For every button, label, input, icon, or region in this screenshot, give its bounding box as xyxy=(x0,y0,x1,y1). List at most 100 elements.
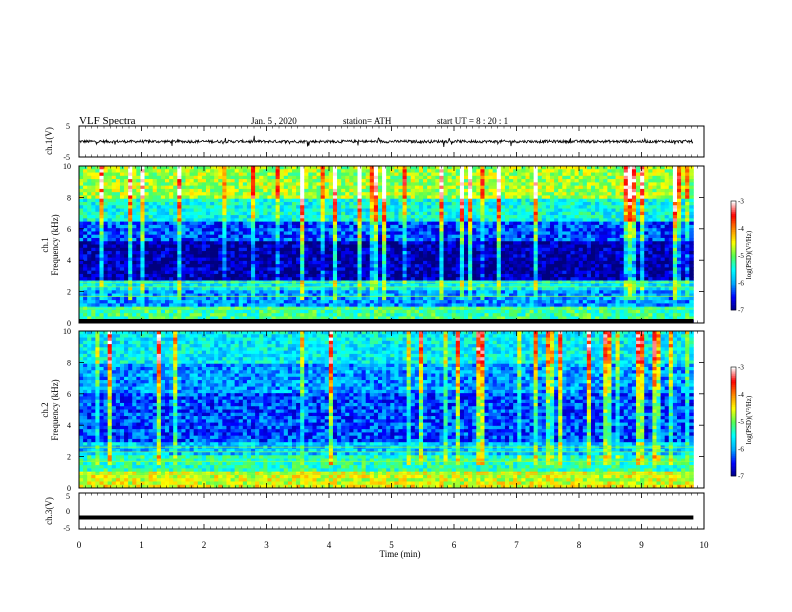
spectrogram-cell xyxy=(304,185,309,190)
spectrogram-cell xyxy=(369,169,375,173)
spectrogram-cell xyxy=(259,224,264,229)
spectrogram-cell xyxy=(177,175,182,180)
spectrogram-cell xyxy=(205,241,211,245)
spectrogram-cell xyxy=(234,198,240,203)
spectrogram-cell xyxy=(246,188,252,193)
spectrogram-cell xyxy=(201,192,207,196)
spectrogram-cell xyxy=(464,218,469,222)
spectrogram-cell xyxy=(230,169,236,173)
spectrogram-cell xyxy=(210,303,215,308)
spectrogram-cell xyxy=(152,300,158,304)
spectrogram-cell xyxy=(238,257,244,262)
spectrogram-cell xyxy=(357,254,363,258)
spectrogram-cell xyxy=(246,201,252,206)
spectrogram-cell xyxy=(275,228,281,232)
spectrogram-cell xyxy=(160,205,166,209)
spectrogram-cell xyxy=(304,192,309,196)
spectrogram-cell xyxy=(324,175,330,180)
spectrogram-cell xyxy=(394,188,399,193)
spectrogram-cell xyxy=(283,241,289,245)
spectrogram-cell xyxy=(230,296,236,301)
spectrogram-cell xyxy=(218,290,223,294)
ch1-waveform-ylabel: ch.1(V) xyxy=(44,127,54,155)
spectrogram-cell xyxy=(439,192,444,196)
spectrogram-cell xyxy=(447,188,453,193)
spectrogram-cell xyxy=(353,260,358,265)
spectrogram-cell xyxy=(447,237,453,242)
spectrogram-cell xyxy=(91,290,96,294)
spectrogram-cell xyxy=(304,234,309,239)
spectrogram-cell xyxy=(83,201,88,206)
spectrogram-cell xyxy=(480,257,485,262)
spectrogram-cell xyxy=(332,270,338,275)
spectrogram-cell xyxy=(279,267,285,272)
spectrogram-cell xyxy=(148,309,154,314)
spectrogram-cell xyxy=(455,224,461,229)
spectrogram-cell xyxy=(308,201,313,206)
spectrogram-cell xyxy=(210,296,215,301)
spectrogram-cell xyxy=(210,166,215,170)
spectrogram-cell xyxy=(238,169,244,173)
spectrogram-cell xyxy=(431,313,436,317)
spectrogram-cell xyxy=(337,201,342,206)
spectrogram-cell xyxy=(328,169,334,173)
spectrogram-cell xyxy=(251,221,256,226)
spectrogram-cell xyxy=(136,192,141,196)
spectrogram-cell xyxy=(185,303,190,308)
spectrogram-cell xyxy=(201,251,207,255)
spectrogram-cell xyxy=(115,234,121,239)
spectrogram-cell xyxy=(369,179,375,183)
spectrogram-cell xyxy=(410,218,416,222)
spectrogram-cell xyxy=(152,264,158,268)
spectrogram-cell xyxy=(119,172,125,177)
spectrogram-cell xyxy=(418,241,424,245)
spectrogram-cell xyxy=(283,195,289,200)
spectrogram-cell xyxy=(103,175,109,180)
spectrogram-cell xyxy=(320,234,326,239)
spectrogram-cell xyxy=(308,264,313,268)
spectrogram-cell xyxy=(443,287,449,291)
spectrogram-cell xyxy=(214,198,219,203)
spectrogram-cell xyxy=(337,283,342,288)
spectrogram-cell xyxy=(427,192,432,196)
spectrogram-cell xyxy=(193,247,199,252)
spectrogram-cell xyxy=(119,234,125,239)
spectrogram-cell xyxy=(218,228,223,232)
spectrogram-cell xyxy=(119,247,125,252)
spectrogram-cell xyxy=(99,179,104,183)
spectrogram-cell xyxy=(341,283,346,288)
spectrogram-cell xyxy=(144,290,150,294)
spectrogram-cell xyxy=(443,192,449,196)
spectrogram-cell xyxy=(480,283,485,288)
spectrogram-cell xyxy=(296,172,301,177)
spectrogram-cell xyxy=(210,185,215,190)
spectrogram-cell xyxy=(378,267,383,272)
spectrogram-cell xyxy=(144,300,150,304)
spectrogram-cell xyxy=(251,237,256,242)
spectrogram-cell xyxy=(468,185,473,190)
spectrogram-cell xyxy=(341,215,346,219)
spectrogram-cell xyxy=(332,185,338,190)
spectrogram-cell xyxy=(468,237,473,242)
spectrogram-cell xyxy=(349,296,354,301)
spectrogram-cell xyxy=(201,234,207,239)
spectrogram-cell xyxy=(95,221,100,226)
spectrogram-cell xyxy=(189,254,195,258)
spectrogram-cell xyxy=(177,251,182,255)
spectrogram-cell xyxy=(373,283,379,288)
spectrogram-cell xyxy=(283,188,289,193)
spectrogram-cell xyxy=(431,277,436,281)
spectrogram-cell xyxy=(148,237,154,242)
spectrogram-cell xyxy=(378,283,383,288)
spectrogram-cell xyxy=(205,221,211,226)
spectrogram-cell xyxy=(160,241,166,245)
spectrogram-cell xyxy=(230,267,236,272)
spectrogram-cell xyxy=(291,215,297,219)
spectrogram-cell xyxy=(259,260,264,265)
spectrogram-cell xyxy=(337,185,342,190)
spectrogram-cell xyxy=(79,175,84,180)
spectrogram-cell xyxy=(83,277,88,281)
spectrogram-cell xyxy=(128,273,133,278)
spectrogram-cell xyxy=(99,273,104,278)
spectrogram-cell xyxy=(246,169,252,173)
